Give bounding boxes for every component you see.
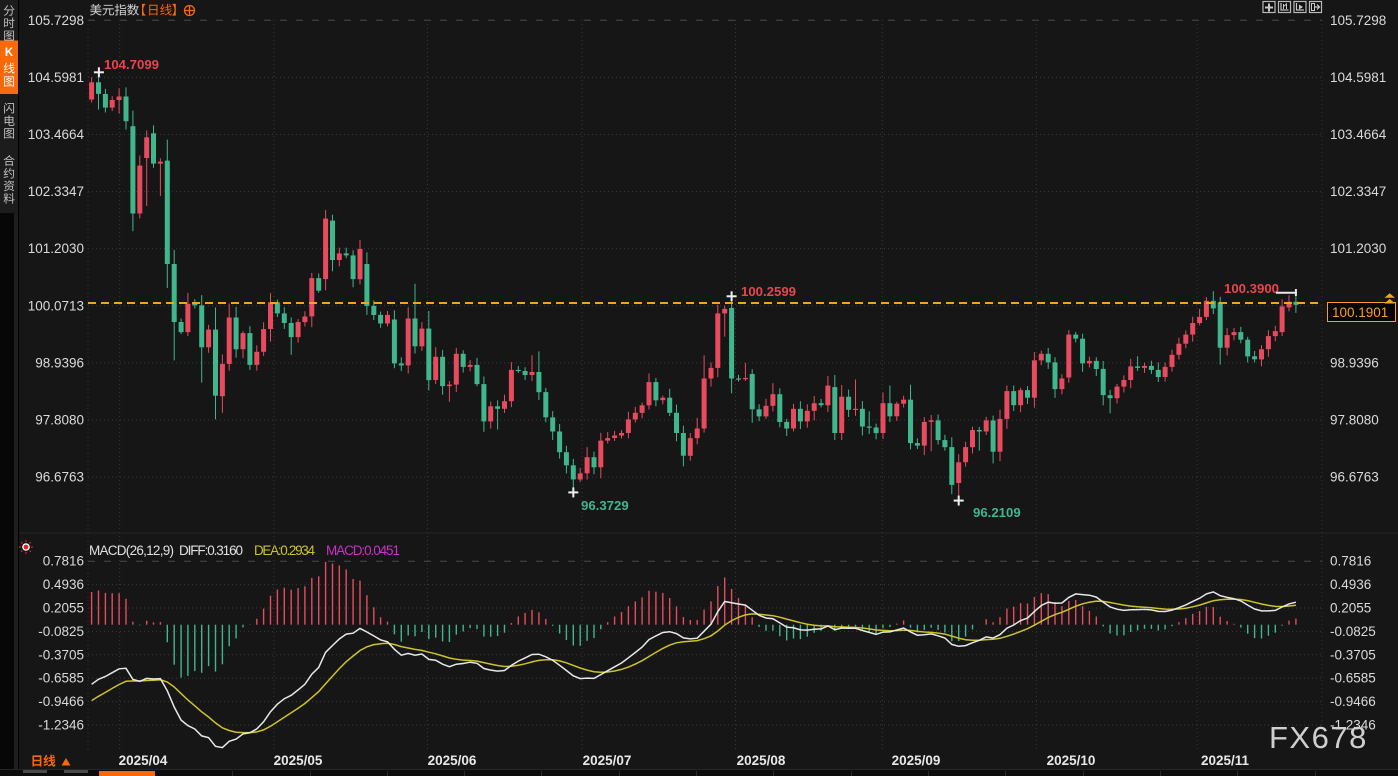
svg-text:FX678: FX678	[1269, 720, 1368, 755]
svg-text:2025/06: 2025/06	[428, 753, 477, 768]
svg-text:100.2599: 100.2599	[741, 284, 796, 299]
svg-text:MACD(26,12,9): MACD(26,12,9)	[89, 543, 174, 558]
svg-text:100.1901: 100.1901	[1332, 305, 1388, 320]
svg-text:-0.6585: -0.6585	[1330, 671, 1376, 686]
svg-text:96.6763: 96.6763	[1330, 470, 1379, 485]
svg-text:97.8080: 97.8080	[35, 413, 84, 428]
svg-text:MACD:0.0451: MACD:0.0451	[326, 543, 400, 558]
svg-text:2025/11: 2025/11	[1201, 753, 1250, 768]
svg-text:103.4664: 103.4664	[28, 127, 85, 142]
svg-text:-0.6585: -0.6585	[38, 671, 84, 686]
svg-text:DEA:0.2934: DEA:0.2934	[254, 543, 315, 558]
svg-text:2025/08: 2025/08	[737, 753, 786, 768]
svg-text:100.0713: 100.0713	[28, 298, 84, 313]
svg-text:2025/10: 2025/10	[1047, 753, 1096, 768]
svg-text:-0.3705: -0.3705	[38, 647, 84, 662]
svg-text:96.3729: 96.3729	[581, 498, 629, 513]
svg-text:-0.9466: -0.9466	[38, 694, 84, 709]
svg-text:100.3900: 100.3900	[1224, 281, 1279, 296]
svg-text:0.4936: 0.4936	[1330, 577, 1371, 592]
svg-text:104.5981: 104.5981	[28, 70, 84, 85]
svg-text:-0.9466: -0.9466	[1330, 694, 1376, 709]
svg-text:0.2055: 0.2055	[43, 601, 84, 616]
svg-text:-1.2346: -1.2346	[38, 718, 84, 733]
svg-text:0.4936: 0.4936	[43, 577, 84, 592]
svg-text:2025/05: 2025/05	[274, 753, 323, 768]
svg-text:96.2109: 96.2109	[973, 505, 1021, 520]
svg-text:103.4664: 103.4664	[1330, 127, 1387, 142]
svg-text:101.2030: 101.2030	[28, 241, 84, 256]
svg-text:105.7298: 105.7298	[28, 13, 84, 28]
svg-text:2025/04: 2025/04	[119, 753, 168, 768]
svg-text:K: K	[5, 47, 14, 59]
svg-text:97.8080: 97.8080	[1330, 413, 1379, 428]
svg-text:98.9396: 98.9396	[1330, 355, 1379, 370]
svg-text:2025/07: 2025/07	[583, 753, 632, 768]
svg-text:102.3347: 102.3347	[1330, 184, 1386, 199]
svg-text:101.2030: 101.2030	[1330, 241, 1386, 256]
svg-text:-1.2346: -1.2346	[1330, 718, 1376, 733]
svg-text:104.7099: 104.7099	[104, 57, 159, 72]
svg-text:-0.0825: -0.0825	[38, 624, 84, 639]
svg-text:105.7298: 105.7298	[1330, 13, 1386, 28]
svg-text:0.2055: 0.2055	[1330, 601, 1371, 616]
svg-text:102.3347: 102.3347	[28, 184, 84, 199]
svg-text:-0.3705: -0.3705	[1330, 647, 1376, 662]
svg-text:0.7816: 0.7816	[1330, 554, 1371, 569]
svg-text:104.5981: 104.5981	[1330, 70, 1386, 85]
svg-text:96.6763: 96.6763	[35, 470, 84, 485]
svg-text:2025/09: 2025/09	[892, 753, 941, 768]
svg-text:-0.0825: -0.0825	[1330, 624, 1376, 639]
svg-text:DIFF:0.3160: DIFF:0.3160	[179, 543, 243, 558]
svg-text:98.9396: 98.9396	[35, 355, 84, 370]
svg-text:0.7816: 0.7816	[43, 554, 84, 569]
